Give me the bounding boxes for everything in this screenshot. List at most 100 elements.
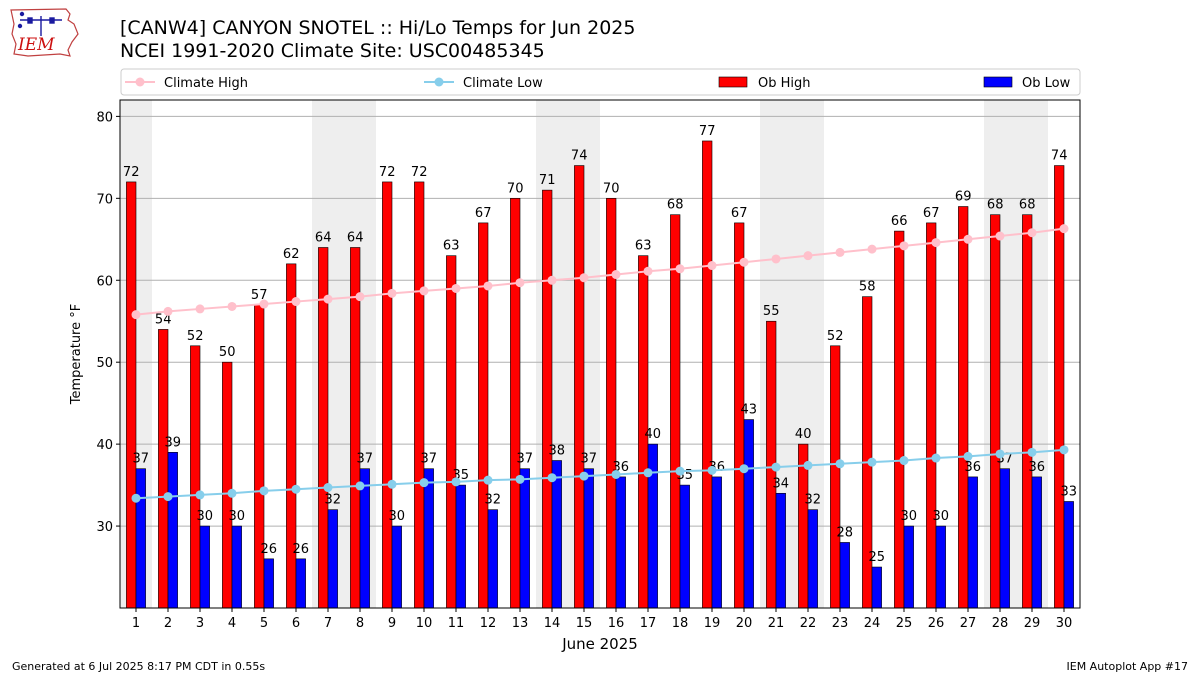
ob-low-bar xyxy=(615,476,626,609)
climate-high-point xyxy=(995,231,1005,241)
climate-low-point xyxy=(835,459,845,469)
ob-high-bar xyxy=(222,361,233,609)
x-tick-label: 18 xyxy=(672,616,689,631)
ob-low-bar xyxy=(135,468,146,609)
climate-high-point xyxy=(611,270,621,280)
x-tick-label: 29 xyxy=(1024,616,1041,631)
climate-low-point xyxy=(611,469,621,479)
ob-high-bar xyxy=(926,222,937,609)
x-tick-label: 5 xyxy=(260,616,268,631)
climate-high-point xyxy=(963,234,973,244)
climate-high-point xyxy=(1027,228,1037,238)
ob-low-value-label: 30 xyxy=(901,509,918,524)
climate-high-point xyxy=(675,264,685,274)
legend-box xyxy=(120,68,1081,96)
climate-low-point xyxy=(547,473,557,483)
ob-low-bar xyxy=(487,509,498,609)
x-tick-label: 13 xyxy=(512,616,529,631)
climate-high-point xyxy=(771,254,781,264)
climate-high-point xyxy=(1059,224,1069,234)
climate-low-point xyxy=(931,453,941,463)
ob-high-bar xyxy=(350,247,361,609)
ob-high-value-label: 67 xyxy=(475,206,492,221)
x-tick-label: 27 xyxy=(960,616,977,631)
ob-low-bar xyxy=(455,484,466,609)
climate-high-point xyxy=(419,286,429,296)
ob-high-value-label: 50 xyxy=(219,345,236,360)
ob-low-bar xyxy=(1063,501,1074,609)
climate-high-line xyxy=(135,227,1065,316)
climate-low-point xyxy=(355,481,365,491)
ob-low-value-label: 36 xyxy=(965,460,982,475)
ob-high-value-label: 71 xyxy=(539,173,556,188)
climate-high-point xyxy=(515,278,525,288)
ob-high-value-label: 64 xyxy=(315,230,332,245)
climate-low-point xyxy=(195,490,205,500)
ob-low-value-label: 38 xyxy=(549,444,566,459)
ob-high-value-label: 52 xyxy=(827,329,844,344)
logo-text: IEM xyxy=(17,35,55,55)
ob-low-value-label: 37 xyxy=(421,452,438,467)
ob-low-bar xyxy=(1031,476,1042,609)
app-footer: IEM Autoplot App #17 xyxy=(1066,660,1189,673)
x-tick-label: 21 xyxy=(768,616,785,631)
x-tick-label: 24 xyxy=(864,616,881,631)
x-tick-label: 30 xyxy=(1056,616,1073,631)
legend-ob-low-swatch xyxy=(983,76,1013,88)
climate-low-point xyxy=(867,457,877,467)
ob-low-value-label: 40 xyxy=(645,427,662,442)
climate-low-point xyxy=(259,486,269,496)
x-tick-label: 6 xyxy=(292,616,300,631)
x-tick-label: 23 xyxy=(832,616,849,631)
x-tick-label: 7 xyxy=(324,616,332,631)
climate-low-point xyxy=(1059,445,1069,455)
ob-low-value-label: 30 xyxy=(933,509,950,524)
ob-high-value-label: 64 xyxy=(347,230,364,245)
ob-high-value-label: 40 xyxy=(795,427,812,442)
ob-low-value-label: 32 xyxy=(805,493,822,508)
climate-high-point xyxy=(931,238,941,248)
ob-high-value-label: 67 xyxy=(731,206,748,221)
ob-low-value-label: 26 xyxy=(293,542,310,557)
x-tick-label: 12 xyxy=(480,616,497,631)
climate-low-point xyxy=(707,465,717,475)
climate-low-point xyxy=(451,477,461,487)
climate-low-point xyxy=(387,479,397,489)
y-tick-label: 60 xyxy=(96,274,113,289)
climate-high-point xyxy=(387,288,397,298)
climate-low-point xyxy=(995,449,1005,459)
plot-frame xyxy=(119,99,1081,609)
ob-low-value-label: 30 xyxy=(389,509,406,524)
x-tick-label: 11 xyxy=(448,616,465,631)
ob-low-value-label: 43 xyxy=(741,403,758,418)
chart-title: [CANW4] CANYON SNOTEL :: Hi/Lo Temps for… xyxy=(120,17,636,39)
ob-high-value-label: 74 xyxy=(1051,149,1068,164)
legend-ob-high-label: Ob High xyxy=(758,76,811,91)
climate-low-point xyxy=(483,475,493,485)
climate-high-point xyxy=(707,261,717,271)
ob-low-bar xyxy=(711,476,722,609)
x-tick-label: 9 xyxy=(388,616,396,631)
x-tick-label: 2 xyxy=(164,616,172,631)
ob-high-value-label: 67 xyxy=(923,206,940,221)
ob-high-value-label: 63 xyxy=(635,239,652,254)
climate-high-point xyxy=(899,241,909,251)
ob-high-value-label: 68 xyxy=(987,198,1004,213)
ob-low-bar xyxy=(679,484,690,609)
ob-high-bar xyxy=(894,230,905,609)
x-tick-label: 10 xyxy=(416,616,433,631)
climate-low-point xyxy=(963,451,973,461)
x-tick-label: 20 xyxy=(736,616,753,631)
y-tick-label: 30 xyxy=(96,520,113,535)
ob-low-bar xyxy=(807,509,818,609)
ob-high-bar xyxy=(254,304,265,609)
ob-high-bar xyxy=(670,214,681,609)
climate-high-point xyxy=(451,283,461,293)
ob-low-value-label: 34 xyxy=(773,476,790,491)
ob-low-bar xyxy=(295,558,306,609)
x-tick-label: 15 xyxy=(576,616,593,631)
climate-low-point xyxy=(643,468,653,478)
ob-low-bar xyxy=(967,476,978,609)
climate-high-point xyxy=(835,247,845,257)
